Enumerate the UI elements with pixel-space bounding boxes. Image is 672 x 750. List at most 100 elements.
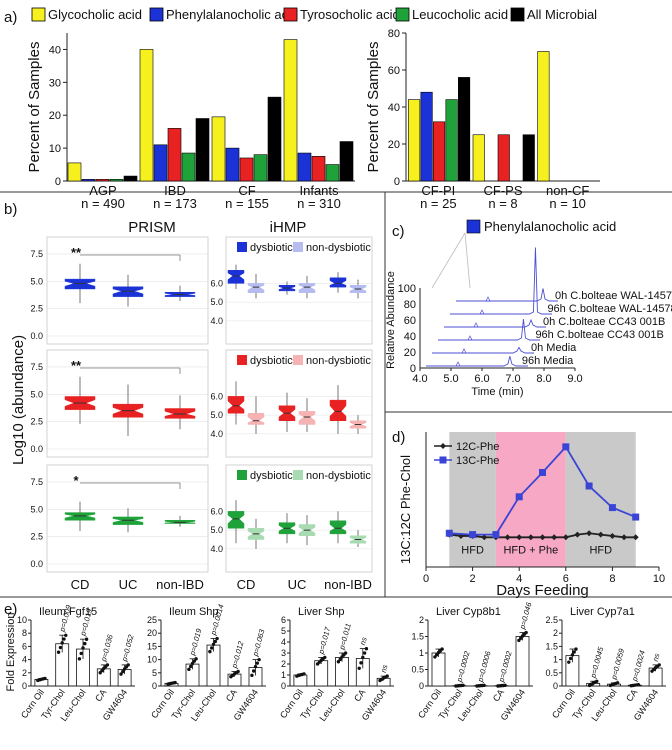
prism-y-tick-label: 5.0 (30, 504, 43, 514)
e-point (187, 667, 191, 672)
prism-box-0-1-box (112, 286, 144, 297)
e-y-tick-label: 3 (281, 648, 286, 658)
legend-swatch-3 (395, 7, 410, 22)
bar-Infants-3 (325, 164, 340, 182)
e-pvalue: p=0.0024 (630, 649, 647, 683)
e-y-tick-label: 10 (147, 655, 157, 665)
c-x-tick-label: 7.0 (505, 373, 520, 385)
e-subpanel-title-1: Ileum Shp (169, 606, 219, 618)
panel-label-d: d) (392, 429, 405, 446)
e-y-tick-label: 0 (281, 681, 286, 691)
bar-CF-4 (267, 96, 282, 182)
ihmp-row-frame (225, 349, 373, 458)
ihmp-y-tick-label: 6.0 (210, 391, 223, 401)
e-point (440, 647, 444, 651)
prism-y-tick-label: 0.0 (30, 559, 43, 569)
prism-box-0-0-box (64, 278, 96, 290)
c-x-tick-label: 5.0 (443, 373, 458, 385)
c-zoom-guide (431, 232, 466, 289)
legend-non-dysbiotic-label: non-dysbiotic (306, 355, 371, 367)
d-point-12c (632, 534, 639, 541)
category-n: n = 310 (297, 196, 341, 211)
e-pvalue: p=0.0006 (475, 649, 492, 684)
ihmp-category-label: non-IBD (324, 577, 372, 592)
e-y-tick-label: 15 (147, 641, 157, 651)
y-tick-label: 0 (55, 176, 61, 188)
e-y-tick-label: 0 (419, 681, 424, 691)
bar-IBD-3 (181, 152, 196, 182)
e-point (253, 664, 258, 669)
panel-label-e: e) (4, 601, 17, 618)
c-x-tick-label: 6.0 (474, 373, 489, 385)
c-trace-label-1: 0h Media (531, 342, 577, 354)
e-category-label: CA (491, 687, 506, 703)
bar-Infants-2 (311, 156, 326, 182)
bar-Infants-4 (339, 141, 354, 182)
ihmp-box-dysbiotic-0-2-box (329, 277, 347, 288)
d-y-axis-title: 13C:12C Phe-Chol (398, 455, 413, 564)
d-legend-12c-marker (440, 443, 446, 449)
ihmp-y-tick-label: 4.0 (210, 316, 223, 326)
d-point-13c (445, 529, 453, 537)
c-y-axis-title: Relative Abundance (385, 271, 397, 369)
e-point (567, 660, 571, 664)
c-legend-label: Phenylalanocholic acid (484, 219, 616, 234)
d-x-tick-label: 0 (423, 573, 429, 585)
e-subpanel-title-0: Ileum Fgf15 (39, 606, 97, 618)
e-bar-3-4 (515, 636, 530, 687)
e-pvalue: p=0.0045 (588, 645, 605, 680)
bar-CF-PI-2 (433, 121, 446, 182)
e-point (190, 661, 195, 666)
e-point (81, 646, 85, 650)
e-point (208, 649, 212, 654)
panel-d-isotope-chart: HFD HFD + Phe HFD 0 2 4 6 8 10 Days Feeding 13C:12… (398, 432, 665, 599)
c-trace-5 (456, 288, 558, 302)
e-point (336, 660, 341, 664)
e-point (568, 656, 573, 661)
bar-Infants-0 (283, 39, 298, 182)
category-label: AGP (89, 183, 116, 198)
e-y-tick-label: 1.5 (411, 632, 424, 642)
bar-AGP-0 (67, 162, 82, 182)
bar-AGP-2 (95, 179, 110, 182)
panel-c-chromatogram: Phenylalanocholic acid 0 20 40 60 80 100 4.0 5.0… (385, 219, 672, 398)
ihmp-box-non-dysbiotic-1-0-box (247, 413, 265, 425)
c-x-axis-title: Time (min) (471, 386, 523, 398)
c-trace-label-5: 0h C.bolteae WAL-14578 (555, 290, 672, 302)
c-x-tick-label: 8.0 (536, 373, 551, 385)
e-point (385, 674, 389, 678)
e-y-tick-label: 25 (147, 615, 157, 625)
y-tick-label: 0 (394, 176, 400, 188)
c-trace-0 (426, 356, 528, 367)
e-point (570, 653, 575, 657)
e-category-label: CA (624, 687, 639, 703)
ihmp-box-dysbiotic-1-0-box (227, 396, 245, 414)
e-y-tick-label: 8 (22, 628, 27, 638)
e-y-axis-title: Fold Expression (5, 613, 17, 692)
c-zoom-guide (464, 232, 471, 289)
category-n: n = 490 (81, 196, 125, 211)
b-y-axis-title: Log10 (abundance) (10, 335, 27, 465)
category-n: n = 173 (153, 196, 197, 211)
panel-a-right-chart: 0 20 40 60 80 Percent of Samples CF-PIn = 25 CF… (365, 28, 600, 211)
ihmp-box-non-dysbiotic-1-1-box (298, 411, 316, 425)
e-point (62, 637, 66, 641)
bar-CF-PI-1 (420, 91, 433, 182)
c-x-tick-label: 9.0 (567, 373, 582, 385)
e-y-tick-label: 1 (419, 648, 424, 658)
e-point (56, 650, 61, 654)
e-pvalue: ns (651, 652, 662, 662)
prism-category-label: UC (119, 577, 138, 592)
bar-non-CF-0 (537, 51, 550, 182)
e-y-tick-label: 20 (147, 628, 157, 638)
prism-y-tick-label: 0.0 (30, 331, 43, 341)
e-point (302, 672, 306, 676)
legend-dysbiotic-swatch (237, 355, 247, 365)
panel-a-legend: Glycocholic acid Phenylalanocholic acid Ty… (31, 7, 597, 22)
legend-non-dysbiotic-swatch (293, 242, 303, 252)
c-y-tick-label: 0 (410, 363, 416, 375)
y-tick-label: 10 (49, 143, 61, 155)
c-trace-minor-peak-2 (467, 335, 473, 341)
y-tick-label: 40 (388, 102, 400, 114)
